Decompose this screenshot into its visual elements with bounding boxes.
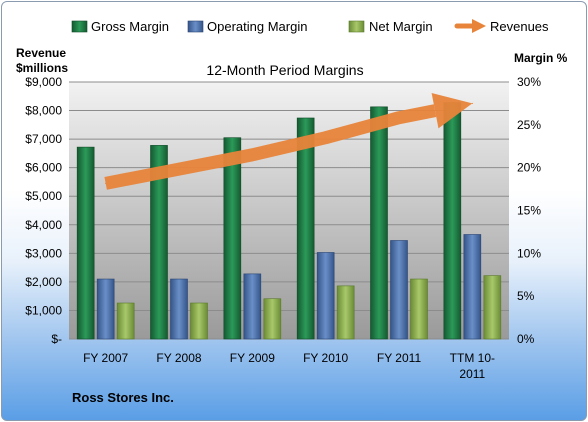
- right-axis-tick-label: 20%: [517, 161, 541, 175]
- revenue-point: [105, 182, 107, 184]
- left-axis-ticks: $- $1,000 $2,000 $3,000 $4,000 $5,000 $6,000 $7…: [25, 75, 62, 346]
- bar-operating-margin: [463, 234, 482, 340]
- right-axis-title: Margin %: [514, 51, 568, 65]
- right-axis-tick-label: 25%: [517, 118, 541, 132]
- left-axis-tick-label: $1,000: [25, 303, 62, 317]
- left-axis-tick-label: $2,000: [25, 275, 62, 289]
- legend-item-operating-margin: Operating Margin: [187, 19, 307, 34]
- bar-net-margin: [336, 285, 355, 340]
- bar-net-margin: [116, 302, 135, 340]
- revenue-point: [325, 137, 327, 139]
- bars: [76, 102, 502, 340]
- x-axis-tick-label: TTM 10-: [450, 351, 495, 365]
- left-axis-tick-label: $6,000: [25, 161, 62, 175]
- legend-label-operating-margin: Operating Margin: [207, 19, 307, 34]
- legend-swatch-net-margin: [348, 20, 365, 33]
- revenue-arrow-layer: [104, 93, 473, 190]
- left-axis-title-line-2: $millions: [16, 61, 68, 75]
- right-axis-tick-label: 10%: [517, 246, 541, 260]
- legend-swatch-gross-margin: [71, 20, 88, 33]
- legend: Gross Margin Operating Margin Net Margin…: [71, 19, 549, 34]
- legend-label-revenues: Revenues: [490, 19, 549, 34]
- bar-net-margin: [190, 302, 208, 340]
- bar-gross-margin: [296, 117, 315, 340]
- company-label: Ross Stores Inc.: [72, 390, 174, 405]
- bar-operating-margin: [170, 278, 188, 340]
- legend-swatch-operating-margin: [187, 20, 204, 33]
- right-axis-tick-label: 5%: [517, 289, 535, 303]
- left-axis-tick-label: $5,000: [25, 189, 62, 203]
- legend-label-net-margin: Net Margin: [369, 19, 433, 34]
- x-axis-tick-label: FY 2009: [230, 351, 275, 365]
- legend-swatch-revenues-arrow: [454, 19, 486, 33]
- legend-label-gross-margin: Gross Margin: [91, 19, 169, 34]
- revenue-point: [398, 117, 400, 119]
- bar-operating-margin: [243, 273, 262, 340]
- x-axis-tick-label: 2011: [459, 367, 485, 381]
- left-axis-tick-label: $9,000: [25, 75, 62, 89]
- legend-item-gross-margin: Gross Margin: [71, 19, 169, 34]
- bar-net-margin: [483, 275, 502, 340]
- x-axis-tick-label: FY 2011: [377, 351, 422, 365]
- bar-operating-margin: [96, 278, 115, 340]
- x-axis-tick-label: FY 2008: [156, 351, 201, 365]
- left-axis-tick-label: $7,000: [25, 132, 62, 146]
- chart-title: 12-Month Period Margins: [206, 62, 363, 78]
- left-axis-title-line-1: Revenue: [16, 46, 66, 60]
- revenue-arrowhead: [431, 93, 473, 129]
- revenue-point: [178, 168, 180, 170]
- plot-area: [69, 82, 509, 339]
- bar-net-margin: [263, 298, 282, 340]
- revenue-point: [251, 154, 253, 156]
- bar-gross-margin: [76, 146, 95, 340]
- bar-gross-margin: [370, 106, 388, 340]
- revenue-point: [471, 102, 473, 105]
- x-axis-ticks: FY 2007 FY 2008 FY 2009 FY 2010 FY 2011 TTM 1…: [83, 351, 495, 381]
- bar-gross-margin: [223, 137, 242, 340]
- right-axis-tick-label: 15%: [517, 204, 541, 218]
- revenue-line: [104, 104, 437, 190]
- right-axis-tick-label: 30%: [517, 75, 541, 89]
- left-axis-tick-label: $8,000: [25, 104, 62, 118]
- legend-item-net-margin: Net Margin: [348, 19, 433, 34]
- x-axis-tick-label: FY 2010: [303, 351, 348, 365]
- legend-item-revenues: Revenues: [454, 19, 549, 34]
- x-axis-tick-label: FY 2007: [83, 351, 128, 365]
- right-axis-tick-label: 0%: [517, 332, 535, 346]
- bar-operating-margin: [316, 252, 335, 340]
- bar-gross-margin: [443, 102, 462, 340]
- bar-net-margin: [410, 278, 428, 340]
- bar-operating-margin: [390, 240, 408, 340]
- left-axis-tick-label: $-: [51, 332, 62, 346]
- right-axis-ticks: 0% 5% 10% 15% 20% 25% 30%: [517, 75, 541, 346]
- left-axis-tick-label: $4,000: [25, 218, 62, 232]
- bar-gross-margin: [150, 145, 168, 340]
- left-axis-tick-label: $3,000: [25, 246, 62, 260]
